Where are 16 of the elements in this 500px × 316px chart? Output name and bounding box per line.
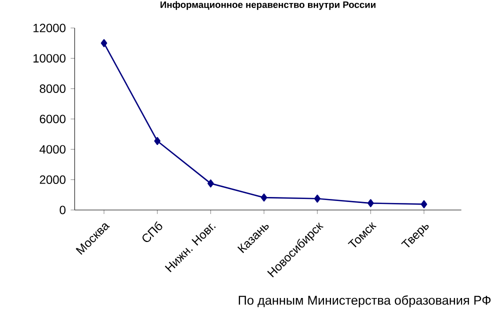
y-tick-label: 12000 [34, 24, 66, 32]
y-tick-label: 4000 [40, 145, 66, 154]
point [100, 39, 108, 48]
y-tick-label: 0 [60, 206, 66, 214]
y-tick-label: 8000 [40, 84, 66, 93]
point [420, 200, 428, 208]
point [208, 179, 214, 188]
chart-title: Информационное неравенство внутри России [160, 1, 376, 10]
y-tick-label: 10000 [34, 54, 66, 63]
point [367, 199, 374, 208]
y-tick-label: 6000 [40, 114, 66, 124]
point [260, 194, 268, 202]
y-tick-label: 2000 [40, 175, 66, 184]
point [314, 194, 321, 203]
point [154, 136, 161, 145]
text: По данным Министерства образования РФ [238, 295, 491, 308]
